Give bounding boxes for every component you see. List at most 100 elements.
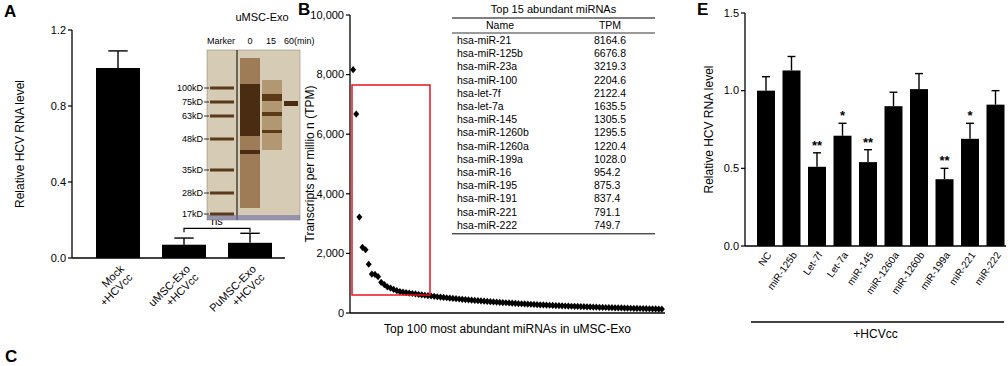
x-tick-label: miR-1260b bbox=[889, 249, 926, 296]
bar bbox=[936, 179, 954, 246]
error-cap bbox=[915, 73, 923, 74]
error-bar bbox=[813, 153, 821, 167]
error-stem bbox=[791, 56, 792, 70]
error-bar bbox=[788, 56, 796, 70]
point bbox=[659, 306, 665, 313]
ladder-label: 48kD bbox=[182, 134, 204, 144]
gel-band bbox=[240, 84, 260, 136]
ladder-tick bbox=[204, 193, 209, 194]
y-tick-label: 10,000 bbox=[310, 9, 344, 21]
label-line: +HCVcc bbox=[97, 271, 135, 309]
point bbox=[375, 273, 381, 280]
ladder-label: 100kD bbox=[177, 83, 204, 93]
label-line: Let-7f bbox=[801, 250, 825, 277]
gel-band bbox=[262, 130, 282, 133]
lane-label: 15 bbox=[266, 36, 276, 46]
y-tick-label: 2,000 bbox=[316, 247, 344, 259]
x-axis bbox=[350, 312, 665, 313]
label-line: +HCVcc bbox=[163, 271, 201, 309]
y-tick bbox=[741, 245, 745, 246]
table-title: Top 15 abundant miRNAs bbox=[491, 3, 617, 15]
figure: A0.00.40.81.2Relative HCV RNA levelMock+… bbox=[0, 0, 1008, 366]
error-stem bbox=[842, 123, 843, 135]
label-line: miR-125b bbox=[765, 249, 799, 291]
group-line bbox=[751, 321, 1004, 322]
gel-separator bbox=[237, 50, 238, 220]
error-stem bbox=[765, 77, 766, 91]
x-tick-label: Let-7f bbox=[801, 250, 825, 277]
error-stem bbox=[816, 153, 817, 167]
ladder-tick bbox=[204, 102, 209, 103]
ladder-label: 63kD bbox=[182, 111, 204, 121]
ladder-tick bbox=[204, 88, 209, 89]
ladder-band bbox=[210, 213, 234, 216]
x-tick-label: PuMSC-Exo+HCVcc bbox=[207, 262, 267, 322]
plot-area bbox=[350, 66, 665, 313]
error-stem bbox=[117, 51, 118, 68]
y-tick bbox=[346, 134, 350, 135]
bar bbox=[757, 91, 775, 246]
gel-smear bbox=[240, 58, 260, 208]
significance: ** bbox=[939, 153, 950, 168]
table-cell: 1028.0 bbox=[594, 153, 626, 165]
ladder-label: 17kD bbox=[182, 209, 204, 219]
table-header: Name bbox=[486, 19, 514, 31]
table-cell: hsa-miR-191 bbox=[457, 192, 517, 204]
point bbox=[363, 246, 369, 253]
table-cell: hsa-miR-21 bbox=[457, 34, 511, 46]
label-line: miR-199a bbox=[918, 249, 952, 291]
y-tick-label: 0.0 bbox=[51, 252, 66, 264]
y-axis-label: Transcripts per millio n (TPM) bbox=[303, 86, 317, 243]
y-tick bbox=[68, 105, 72, 106]
x-tick-label: miR-222 bbox=[972, 249, 1003, 287]
error-cap bbox=[174, 237, 193, 238]
table-cell: 749.7 bbox=[594, 219, 620, 231]
gel-band bbox=[240, 150, 260, 154]
panel-label: A bbox=[4, 2, 16, 21]
error-bar bbox=[890, 92, 898, 106]
y-tick bbox=[68, 257, 72, 258]
bracket bbox=[184, 228, 250, 232]
error-bar bbox=[240, 233, 259, 243]
ladder-band bbox=[210, 115, 234, 118]
bar bbox=[783, 70, 801, 246]
error-stem bbox=[893, 92, 894, 106]
ladder-band bbox=[210, 138, 234, 141]
table-cell: hsa-miR-100 bbox=[457, 74, 517, 86]
gel-smear bbox=[262, 80, 282, 150]
gel-background bbox=[207, 50, 300, 220]
table-cell: 8164.6 bbox=[594, 34, 626, 46]
label-line: miR-222 bbox=[972, 249, 1003, 287]
y-tick-label: 0.4 bbox=[51, 176, 66, 188]
ladder-label: 75kD bbox=[182, 97, 204, 107]
table-header: TPM bbox=[599, 19, 621, 31]
y-tick bbox=[346, 312, 350, 313]
x-tick-label: miR-199a bbox=[918, 249, 952, 291]
x-tick-label: miR-125b bbox=[765, 249, 799, 291]
table-cell: hsa-let-7f bbox=[457, 87, 501, 99]
label-line: miR-1260b bbox=[889, 249, 926, 296]
error-stem bbox=[867, 150, 868, 162]
error-stem bbox=[183, 238, 184, 245]
bar bbox=[885, 106, 903, 246]
bar bbox=[162, 245, 206, 258]
error-cap bbox=[890, 92, 898, 93]
y-axis-label: Relative HCV RNA level bbox=[702, 65, 716, 193]
table-cell: 2204.6 bbox=[594, 74, 626, 86]
error-bar bbox=[915, 74, 923, 90]
point bbox=[350, 66, 356, 73]
error-cap bbox=[762, 76, 770, 77]
table-cell: 837.4 bbox=[594, 192, 620, 204]
y-tick-label: 0.5 bbox=[724, 162, 739, 174]
highlight-box bbox=[352, 85, 430, 295]
bar bbox=[808, 167, 826, 246]
y-tick bbox=[346, 253, 350, 254]
table-cell: 791.1 bbox=[594, 206, 620, 218]
table-cell: hsa-miR-1260b bbox=[457, 126, 529, 138]
error-bar bbox=[992, 91, 1000, 105]
y-tick-label: 0.8 bbox=[51, 100, 66, 112]
lane-label: 60(min) bbox=[284, 36, 315, 46]
ladder-label: 35kD bbox=[182, 165, 204, 175]
gel-band bbox=[262, 94, 282, 101]
y-tick-label: 8,000 bbox=[316, 68, 344, 80]
